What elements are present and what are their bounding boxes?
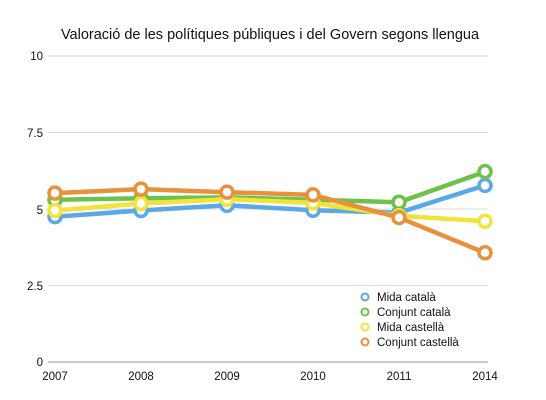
data-point — [477, 177, 493, 194]
x-tick-label: 2008 — [128, 371, 154, 383]
y-tick-label: 0 — [37, 357, 43, 369]
legend-label: Conjunt castellà — [377, 337, 459, 349]
legend-label: Mida castellà — [377, 322, 445, 334]
legend-marker — [360, 307, 370, 317]
series-line — [52, 196, 488, 224]
x-tick-label: 2014 — [472, 371, 498, 383]
legend-item: Mida català — [360, 292, 436, 304]
series-line — [52, 183, 488, 219]
y-axis: 0 2.5 5 7.5 10 — [27, 51, 43, 369]
chart-title: Valoració de les polítiques públiques i … — [61, 27, 480, 43]
data-point — [391, 209, 407, 226]
series-line — [52, 186, 488, 256]
legend-item: Conjunt castellà — [360, 337, 459, 349]
y-tick-label: 7.5 — [27, 128, 43, 140]
y-tick-label: 5 — [37, 205, 43, 217]
legend-label: Conjunt català — [377, 307, 451, 319]
data-point — [219, 184, 235, 200]
x-tick-label: 2011 — [387, 371, 412, 383]
x-axis: 2007 2008 2009 2010 2011 2014 — [42, 371, 498, 383]
y-tick-label: 2.5 — [27, 281, 43, 293]
legend-marker — [360, 292, 370, 302]
data-point — [47, 202, 63, 219]
series-group — [47, 163, 493, 261]
legend-marker — [360, 322, 370, 332]
data-point — [477, 163, 493, 180]
series-4 — [47, 181, 493, 261]
data-point — [477, 213, 493, 229]
legend: Mida català Conjunt català Mida castellà… — [360, 292, 459, 349]
series-line — [52, 169, 488, 205]
data-point — [133, 195, 149, 212]
legend-item: Conjunt català — [360, 307, 451, 319]
x-tick-label: 2007 — [42, 371, 68, 383]
data-point — [133, 181, 149, 197]
x-tick-label: 2010 — [300, 371, 326, 383]
x-tick-label: 2009 — [214, 371, 240, 383]
data-point — [391, 194, 407, 211]
data-point — [47, 185, 63, 201]
legend-item: Mida castellà — [360, 322, 445, 334]
legend-label: Mida català — [377, 292, 436, 304]
data-point — [477, 245, 493, 261]
y-tick-label: 10 — [30, 51, 43, 63]
data-point — [305, 187, 321, 203]
legend-marker — [360, 337, 370, 347]
